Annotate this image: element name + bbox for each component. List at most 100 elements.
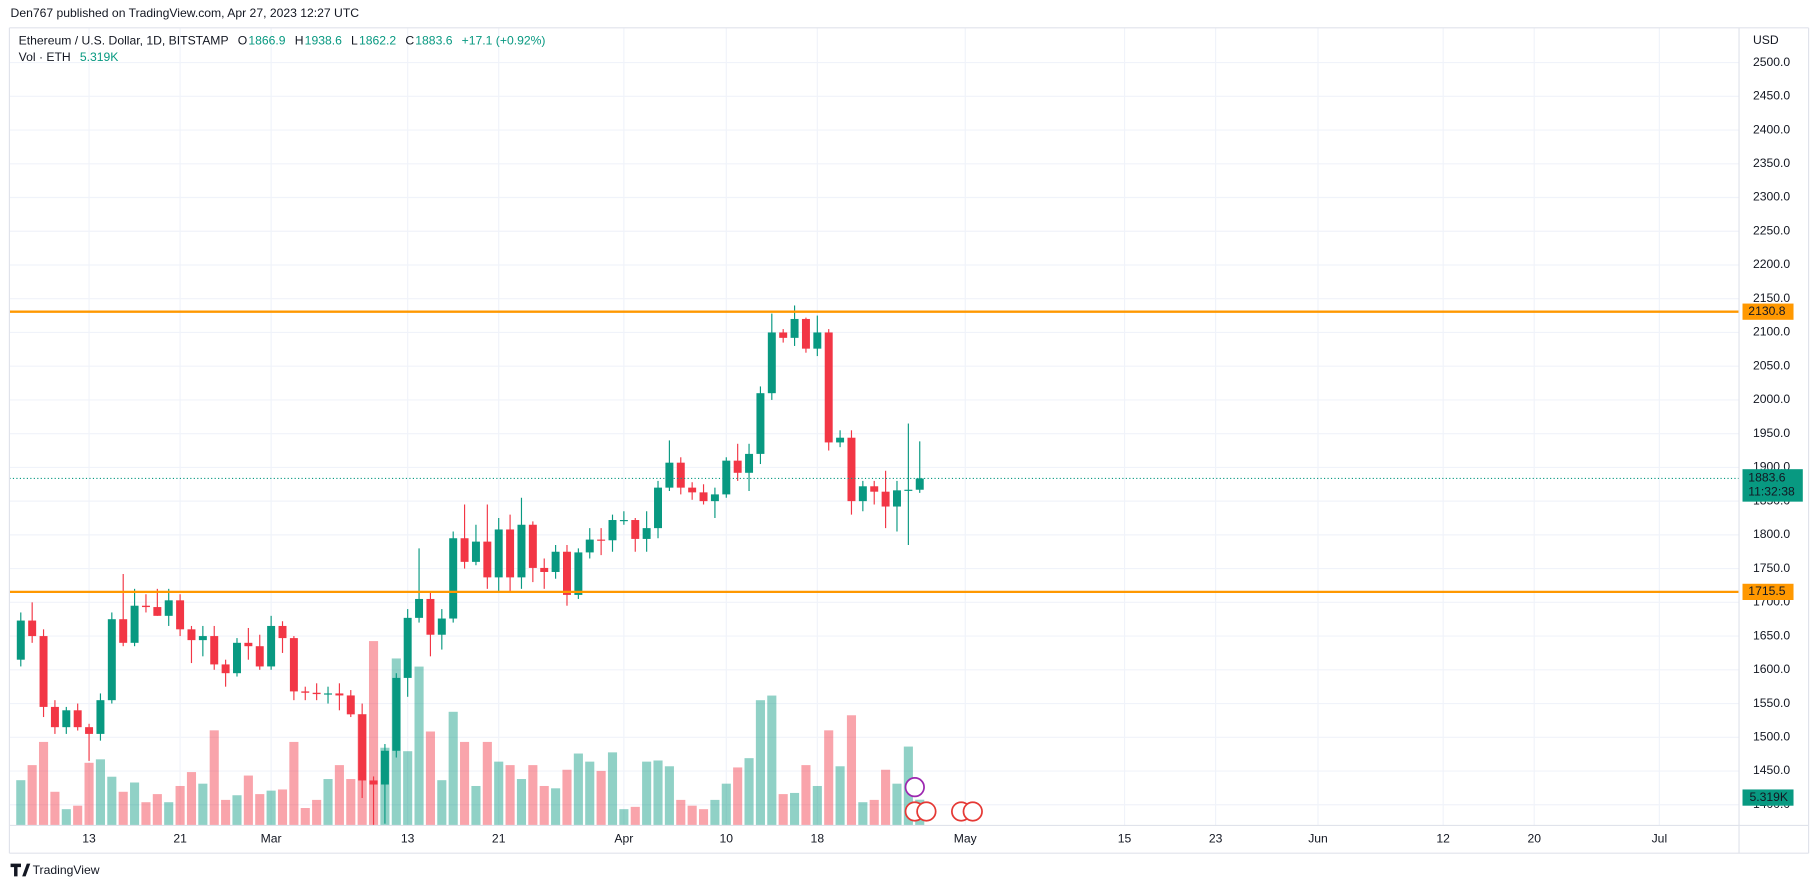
legend: Ethereum / U.S. Dollar, 1D, BITSTAMP O18… (19, 34, 546, 48)
candle-body (813, 332, 822, 349)
volume-bar (141, 802, 151, 826)
candle-body (858, 486, 867, 502)
volume-bar (881, 769, 891, 826)
candle-body (73, 710, 82, 728)
y-tick-label: 1750.0 (1753, 561, 1790, 575)
legend-open: 1866.9 (248, 34, 285, 48)
volume-legend: Vol · ETH 5.319K (19, 50, 119, 64)
candle-body (665, 462, 674, 488)
volume-bar (892, 783, 902, 826)
candle-body (233, 642, 241, 674)
volume-bar (95, 759, 105, 826)
candle-body (255, 646, 264, 667)
candle-body (608, 520, 617, 541)
last-price-label: 1883.6 (1748, 471, 1785, 485)
volume-bar (16, 780, 26, 826)
candle-body (631, 520, 640, 539)
y-tick-label: 2300.0 (1753, 190, 1790, 204)
candle-body (722, 460, 731, 495)
volume-bar (164, 802, 174, 826)
volume-bar (334, 765, 344, 826)
candle-body (904, 489, 913, 491)
candle-body (756, 393, 765, 454)
x-tick-label: Apr (614, 832, 633, 846)
candle-body (460, 538, 469, 562)
volume-bar (425, 731, 435, 826)
volume-bar (403, 751, 413, 826)
candle-body (62, 710, 71, 728)
candle-body (85, 727, 94, 734)
y-tick-label: 1800.0 (1753, 527, 1790, 541)
x-tick-label: Jun (1308, 832, 1328, 846)
volume-bar (289, 741, 299, 826)
volume-bar (698, 809, 709, 826)
y-tick-label: 2000.0 (1753, 392, 1790, 406)
candle-body (915, 478, 924, 490)
candle-body (346, 695, 355, 715)
candle-body (107, 619, 116, 701)
volume-bar (653, 760, 663, 826)
volume-axis-label: 5.319K (1749, 790, 1788, 804)
legend-title: Ethereum / U.S. Dollar, 1D, BITSTAMP (19, 34, 229, 48)
volume-legend-value: 5.319K (80, 50, 119, 64)
level-tag (1742, 303, 1794, 320)
volume-bar (368, 641, 379, 826)
volume-bar (50, 791, 60, 826)
logo: TradingView (10, 863, 100, 877)
volume-bar (812, 785, 822, 826)
header: Den767 published on TradingView.com, Apr… (11, 6, 360, 20)
candle-body (733, 460, 742, 473)
candle-body (210, 636, 219, 665)
candle-body (301, 691, 310, 693)
volume-bar (232, 795, 242, 826)
volume-bar (516, 779, 527, 826)
volume-legend-name: Vol · ETH (19, 50, 71, 64)
volume-bar (664, 766, 674, 826)
volume-bar (152, 794, 162, 826)
y-tick-label: 1450.0 (1753, 763, 1790, 777)
y-tick-label: 2400.0 (1753, 122, 1790, 136)
volume-bar (186, 772, 197, 826)
candle-body (426, 598, 435, 635)
volume-bar (243, 775, 253, 826)
candle-body (790, 318, 799, 338)
legend-low: 1862.2 (359, 34, 396, 48)
legend-high: 1938.6 (305, 34, 342, 48)
volume-bar (858, 802, 868, 826)
volume-bar (437, 780, 447, 826)
x-tick-label: 15 (1118, 832, 1132, 846)
x-tick-label: 21 (173, 832, 187, 846)
candle-body (198, 636, 207, 641)
volume-bar (266, 790, 276, 826)
candle-body (642, 528, 651, 539)
volume-bar (84, 762, 94, 826)
volume-bar (505, 765, 515, 826)
volume-bar (494, 761, 504, 826)
candle-body (221, 664, 230, 674)
footer: TradingView (33, 863, 100, 877)
volume-bar (300, 808, 310, 826)
candle-body (540, 567, 549, 572)
volume-bar (619, 809, 629, 826)
y-tick-label: 1550.0 (1753, 696, 1790, 710)
candle-body (50, 706, 59, 728)
volume-bar (448, 711, 458, 826)
candle-body (130, 605, 139, 643)
volume-bar (824, 730, 834, 826)
candle-body (392, 677, 401, 751)
candle-body (710, 494, 719, 502)
candle-body (619, 520, 628, 522)
y-tick-label: 1500.0 (1753, 730, 1790, 744)
candle-body (745, 453, 754, 473)
candle-body (403, 617, 412, 678)
candle-body (517, 524, 526, 578)
candle-body (380, 750, 389, 785)
volume-bar (744, 758, 754, 826)
y-tick-label: 2150.0 (1753, 291, 1790, 305)
volume-bar (255, 794, 265, 826)
y-tick-label: 2450.0 (1753, 89, 1790, 103)
volume-bar (801, 765, 811, 826)
volume-bar (676, 799, 686, 826)
